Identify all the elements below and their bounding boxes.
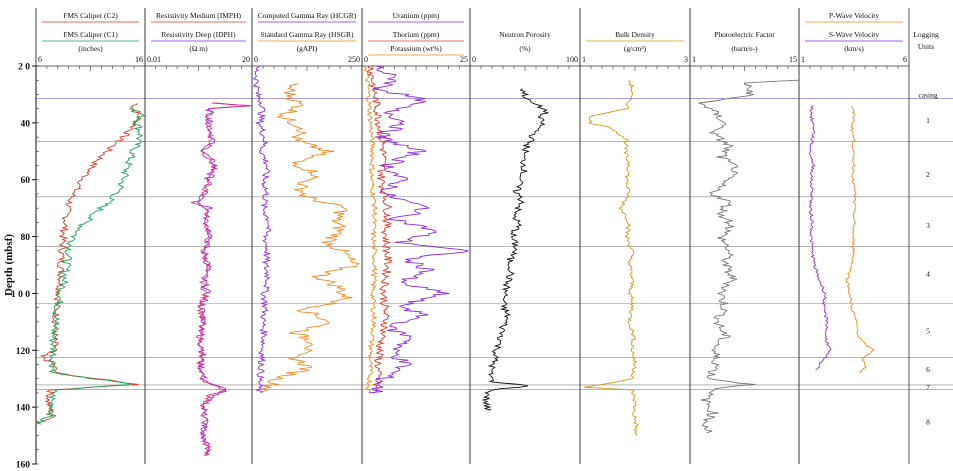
depth-tick-label: 120 xyxy=(16,347,31,357)
logging-unit-label: 5 xyxy=(926,326,930,335)
track-title: (gAPI) xyxy=(297,44,318,53)
track-title: Potassium (wt%) xyxy=(390,44,442,53)
logging-unit-label: 4 xyxy=(926,270,930,279)
track-title: Bulk Density xyxy=(615,30,655,39)
track-title: (inches) xyxy=(78,44,103,53)
track-title: (barn/e-) xyxy=(731,44,758,53)
depth-tick-label: 80 xyxy=(21,233,31,243)
track-title: Uranium (ppm) xyxy=(393,11,440,20)
log-curve xyxy=(35,105,146,425)
logging-unit-label: 6 xyxy=(926,365,930,374)
log-curve xyxy=(363,65,379,394)
units-header-line-1: Logging xyxy=(913,30,939,39)
depth-tick-label: 60 xyxy=(21,176,31,186)
log-curve xyxy=(698,79,799,434)
track-title: (g/cm³) xyxy=(624,44,647,53)
y-axis-label: Depth (mbsf) xyxy=(3,234,15,296)
logging-unit-label: 2 xyxy=(926,170,930,179)
log-curve xyxy=(36,102,142,425)
track-title: FMS Caliper (C1) xyxy=(63,30,118,39)
track-title: (km/s) xyxy=(844,44,864,53)
x-tick-max: 16 xyxy=(135,55,143,64)
log-curve xyxy=(845,105,875,374)
log-curve xyxy=(252,65,272,393)
x-tick-min: 0 xyxy=(472,55,476,64)
log-curve xyxy=(808,105,831,371)
units-header-line-2: Units xyxy=(918,42,934,51)
x-tick-min: 1 xyxy=(801,55,805,64)
x-tick-max: 3 xyxy=(684,55,688,64)
log-curve xyxy=(366,65,393,394)
depth-tick-label: 140 xyxy=(16,404,31,414)
logging-unit-label: 8 xyxy=(926,417,930,426)
x-tick-min: 6 xyxy=(38,55,42,64)
depth-tick-label: 1 0 0 xyxy=(11,290,30,300)
log-curve xyxy=(190,102,251,456)
track-title: FMS Caliper (C2) xyxy=(63,11,118,20)
x-tick-min: 1 xyxy=(582,55,586,64)
track-title: Computed Gamma Ray (HCGR) xyxy=(258,11,357,20)
track-title: Neutron Porosity xyxy=(499,30,551,39)
x-tick-min: 0.01 xyxy=(147,55,161,64)
track-title: (%) xyxy=(519,44,531,53)
x-tick-min: 0 xyxy=(364,55,368,64)
log-curve xyxy=(260,82,361,394)
x-tick-max: 6 xyxy=(903,55,907,64)
x-tick-max: 15 xyxy=(789,55,797,64)
logging-unit-label: 1 xyxy=(926,116,930,125)
depth-tick-label: 2 0 xyxy=(18,63,30,73)
track-title: Thorium (ppm) xyxy=(393,30,440,39)
track-title: Resistivity Medium (IMPH) xyxy=(156,11,242,20)
track-title: Standard Gamma Ray (HSGR) xyxy=(260,30,354,39)
x-tick-max: 20 xyxy=(242,55,250,64)
log-curve xyxy=(368,65,469,394)
track-title: P-Wave Velocity xyxy=(829,11,880,20)
log-curve xyxy=(583,80,639,436)
logging-unit-label: 7 xyxy=(926,383,930,392)
x-tick-max: 100 xyxy=(566,55,578,64)
track-title: S-Wave Velocity xyxy=(829,30,880,39)
logging-unit-label: 3 xyxy=(926,221,930,230)
depth-tick-label: 40 xyxy=(21,119,31,129)
x-tick-max: 250 xyxy=(348,55,360,64)
x-tick-min: 0 xyxy=(254,55,258,64)
track-title: Photoelectric Factor xyxy=(714,30,775,39)
depth-tick-label: 160 xyxy=(16,461,31,471)
logging-unit-label: casing xyxy=(918,90,937,99)
x-tick-min: 1 xyxy=(692,55,696,64)
track-title: (Ω m) xyxy=(189,44,208,53)
log-curve xyxy=(481,88,549,411)
log-curve xyxy=(197,102,252,456)
x-tick-max: 25 xyxy=(460,55,468,64)
track-title: Resistivity Deep (IDPH) xyxy=(161,30,236,39)
